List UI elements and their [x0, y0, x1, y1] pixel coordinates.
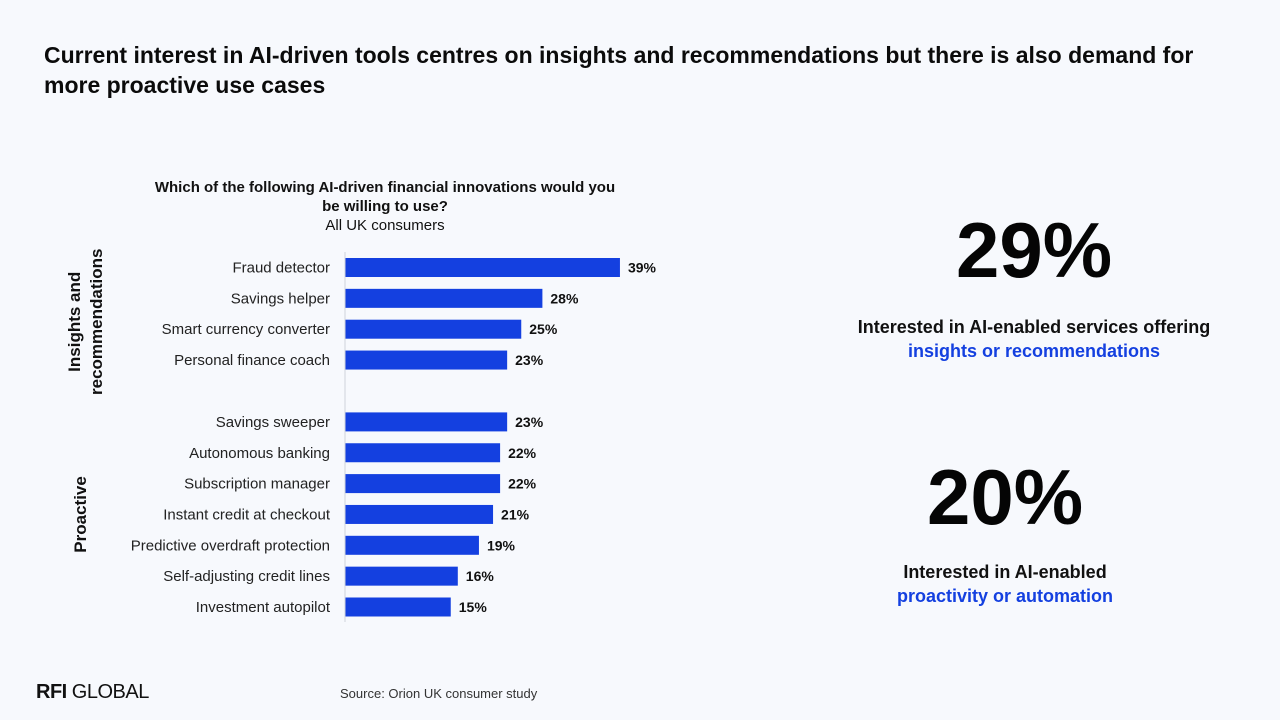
category-label: Savings helper [231, 290, 330, 307]
bar [345, 597, 451, 617]
source-note: Source: Orion UK consumer study [340, 686, 538, 701]
bar [345, 566, 458, 586]
stat-proactive-description: Interested in AI-enabled proactivity or … [870, 560, 1140, 608]
rfi-global-logo: RFI GLOBAL [36, 681, 149, 704]
data-label: 23% [515, 352, 544, 368]
category-label: Fraud detector [232, 260, 330, 277]
data-label: 39% [628, 260, 657, 276]
stat-proactive-value: 20% [926, 453, 1084, 541]
stat-insights-text: Interested in AI-enabled services offeri… [857, 317, 1211, 337]
category-label: Personal finance coach [174, 352, 330, 369]
bar [345, 535, 479, 555]
data-label: 22% [508, 476, 537, 492]
category-label: Instant credit at checkout [163, 506, 331, 523]
bar [345, 258, 620, 277]
page-title: Current interest in AI-driven tools cent… [44, 42, 1194, 98]
data-label: 21% [501, 506, 530, 522]
bar [345, 504, 494, 524]
data-label: 16% [466, 568, 495, 584]
logo-rest-text: GLOBAL [71, 681, 150, 703]
stat-proactive-highlight: proactivity or automation [896, 586, 1114, 606]
chart-question: Which of the following AI-driven financi… [154, 179, 616, 215]
bar [345, 319, 522, 339]
stat-insights: 29% Interested in AI-enabled services of… [850, 205, 1218, 363]
category-label: Smart currency converter [162, 321, 330, 338]
bar [345, 474, 501, 494]
data-label: 23% [515, 414, 544, 430]
category-label: Self-adjusting credit lines [163, 568, 330, 585]
stat-insights-value: 29% [955, 206, 1113, 294]
logo-bold-text: RFI [36, 681, 67, 703]
stat-proactive-text: Interested in AI-enabled [903, 562, 1107, 582]
group-label-insights: Insights and recommendations [65, 249, 106, 395]
category-label: Autonomous banking [189, 445, 330, 462]
category-label: Savings sweeper [216, 414, 330, 431]
bar [345, 412, 508, 432]
bar [345, 350, 508, 370]
stat-insights-highlight: insights or recommendations [907, 341, 1161, 361]
chart-title-block: Which of the following AI-driven financi… [150, 178, 620, 235]
category-label: Investment autopilot [196, 599, 331, 616]
category-label: Predictive overdraft protection [131, 537, 330, 554]
data-label: 15% [459, 599, 488, 615]
bar-chart: Fraud detector 39% Savings helper 28% Smart … [65, 249, 657, 622]
data-label: 22% [508, 445, 537, 461]
group-label-proactive: Proactive [71, 476, 90, 553]
data-label: 28% [550, 290, 579, 306]
bar [345, 443, 501, 463]
chart-subtitle: All UK consumers [325, 217, 445, 234]
stat-insights-description: Interested in AI-enabled services offeri… [850, 315, 1218, 363]
stat-proactive: 20% Interested in AI-enabled proactivity… [870, 452, 1140, 608]
data-label: 19% [487, 537, 516, 553]
data-label: 25% [529, 321, 558, 337]
bar [345, 288, 543, 308]
category-label: Subscription manager [184, 476, 330, 493]
